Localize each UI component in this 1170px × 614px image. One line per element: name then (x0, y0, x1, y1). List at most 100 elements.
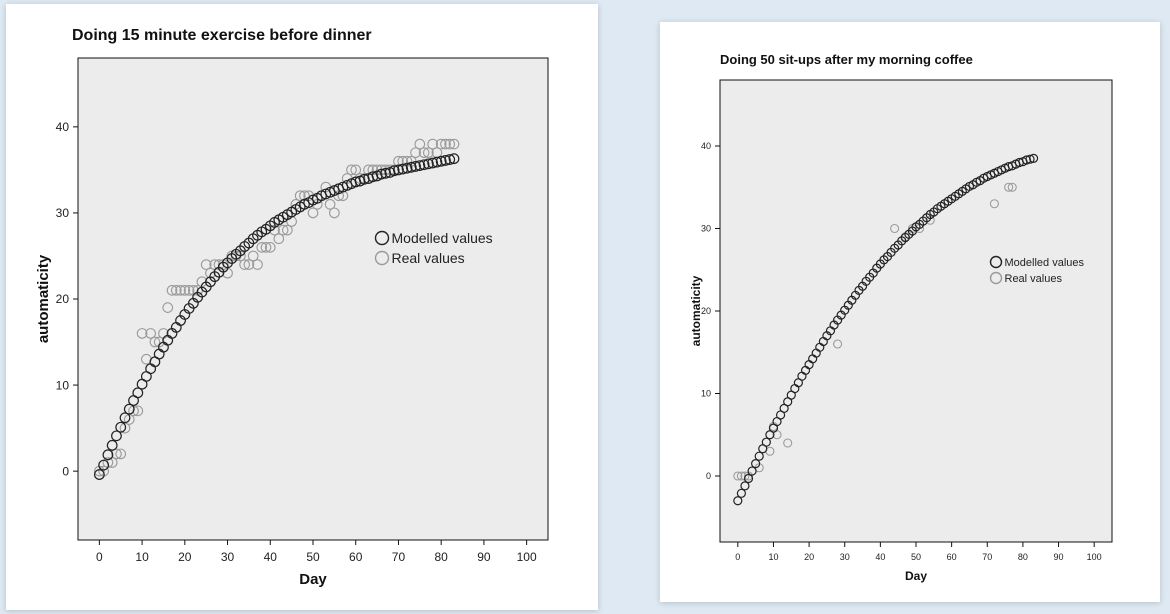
modelled-point (123, 403, 135, 415)
modelled-point (422, 158, 434, 170)
x-tick-label: 40 (264, 550, 278, 564)
modelled-point (444, 154, 456, 165)
real-point (170, 285, 182, 296)
modelled-point (440, 155, 451, 166)
x-axis-label: Day (299, 571, 327, 588)
y-tick-label: 0 (706, 471, 711, 481)
real-point (733, 471, 743, 481)
y-tick-label: 20 (701, 306, 711, 316)
modelled-point (410, 161, 421, 172)
x-tick-label: 30 (840, 552, 850, 562)
real-point (183, 285, 195, 296)
real-point (111, 448, 122, 460)
x-tick-label: 60 (947, 552, 957, 562)
chart-card-left: Doing 15 minute exercise before dinner 0 1… (6, 4, 598, 610)
real-point (444, 138, 456, 150)
real-point (282, 224, 293, 236)
real-point (324, 198, 336, 210)
real-point (423, 147, 434, 159)
real-point (136, 328, 148, 339)
real-point (243, 259, 255, 270)
chart-title: Doing 50 sit-ups after my morning coffee (720, 52, 973, 67)
real-point (1004, 182, 1014, 192)
real-point (166, 285, 178, 296)
modelled-point (115, 421, 127, 433)
modelled-point (743, 473, 754, 484)
x-tick-label: 100 (517, 550, 537, 564)
y-tick-label: 10 (56, 378, 70, 392)
real-point (294, 190, 306, 202)
x-tick-label: 90 (477, 550, 491, 564)
modelled-point (1025, 154, 1035, 164)
legend-label: Modelled values (1005, 257, 1085, 269)
y-tick-label: 10 (701, 389, 711, 399)
x-tick-label: 20 (804, 552, 814, 562)
x-tick-label: 10 (135, 550, 149, 564)
real-point (264, 242, 276, 253)
real-point (418, 147, 430, 159)
real-point (162, 302, 174, 313)
modelled-point (736, 488, 746, 498)
y-tick-label: 30 (56, 206, 70, 220)
x-tick-label: 80 (435, 550, 449, 564)
y-axis-label: automaticity (35, 254, 52, 343)
real-point (448, 138, 460, 150)
modelled-point (119, 412, 131, 424)
modelled-point (435, 155, 447, 167)
x-tick-label: 70 (392, 550, 406, 564)
modelled-point (375, 168, 387, 180)
modelled-point (747, 466, 757, 476)
x-tick-label: 80 (1018, 552, 1028, 562)
chart-exercise-before-dinner: Doing 15 minute exercise before dinner 0 1… (35, 27, 549, 588)
modelled-point (418, 159, 430, 171)
y-tick-label: 20 (56, 292, 70, 306)
modelled-point (427, 157, 439, 169)
real-point (346, 164, 357, 176)
modelled-point (98, 459, 110, 471)
real-point (119, 422, 131, 434)
x-axis-label: Day (905, 569, 927, 583)
real-point (256, 242, 268, 253)
modelled-point (431, 156, 443, 168)
real-point (132, 405, 144, 417)
modelled-point (754, 451, 764, 461)
legend-marker (374, 250, 390, 266)
chart-situps-after-coffee: Doing 50 sit-ups after my morning coffee… (689, 52, 1113, 583)
real-point (200, 259, 212, 270)
x-tick-label: 100 (1087, 552, 1102, 562)
chart-title: Doing 15 minute exercise before dinner (72, 27, 372, 44)
modelled-point (132, 387, 144, 399)
modelled-point (405, 161, 417, 173)
x-tick-label: 50 (911, 552, 921, 562)
real-point (179, 285, 191, 296)
legend-label: Real values (392, 250, 465, 266)
modelled-point (733, 496, 743, 506)
modelled-point (761, 437, 771, 447)
real-point (435, 138, 447, 150)
legend-marker (374, 230, 390, 246)
modelled-point (93, 469, 105, 480)
real-point (239, 259, 250, 270)
real-point (175, 285, 186, 296)
real-point (260, 242, 272, 253)
plot-area (719, 79, 1113, 543)
modelled-point (393, 164, 404, 176)
x-tick-label: 30 (221, 550, 235, 564)
x-tick-label: 20 (178, 550, 192, 564)
modelled-series (93, 153, 460, 480)
modelled-point (740, 481, 750, 491)
modelled-point (102, 449, 114, 461)
real-point (410, 147, 421, 159)
modelled-point (448, 153, 460, 165)
real-point (149, 336, 161, 348)
legend-label: Modelled values (392, 230, 493, 246)
y-tick-label: 30 (701, 224, 711, 234)
real-point (252, 259, 263, 270)
x-tick-label: 70 (982, 552, 992, 562)
modelled-point (397, 163, 409, 175)
legend-marker (989, 255, 1003, 269)
y-tick-label: 40 (56, 120, 70, 134)
legend-marker (989, 271, 1003, 285)
y-tick-label: 0 (62, 464, 69, 478)
real-point (329, 207, 340, 219)
